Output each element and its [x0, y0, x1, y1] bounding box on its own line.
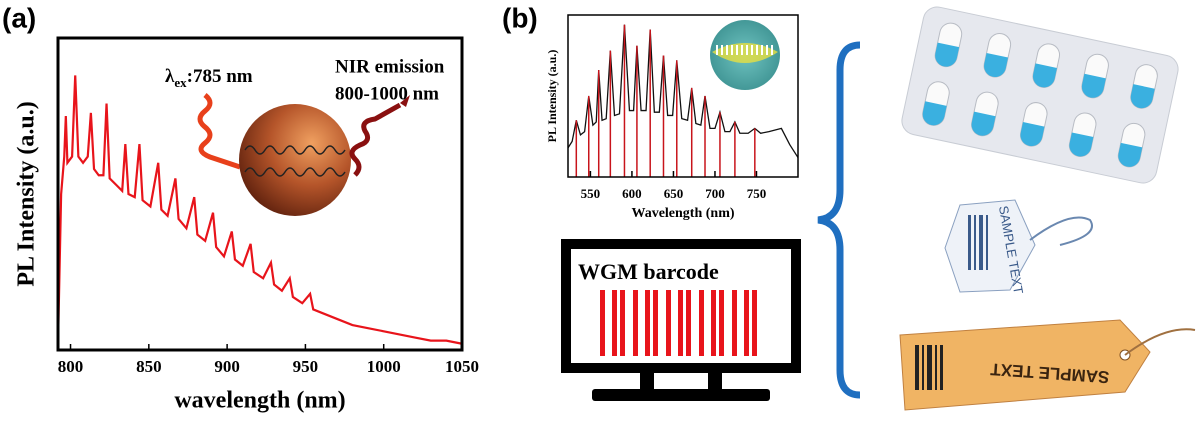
y-axis-label: PL Intensity (a.u.) — [14, 101, 40, 286]
excitation-text: :785 nm — [187, 66, 253, 87]
barcode-bar — [612, 290, 617, 356]
barcode-bar — [744, 290, 749, 356]
pill-blister — [901, 6, 1179, 184]
pill-half — [1069, 132, 1094, 157]
panel-label: (b) — [502, 2, 538, 33]
panel-label: (a) — [2, 2, 36, 33]
x-tick-label: 750 — [747, 186, 767, 201]
brace — [817, 41, 861, 399]
barcode-bar — [711, 290, 716, 356]
spectrum-line — [56, 75, 463, 345]
monitor-label: WGM barcode — [578, 259, 719, 284]
pill-half — [984, 52, 1009, 77]
barcode-bar — [666, 290, 671, 356]
x-axis-label: Wavelength (nm) — [631, 206, 734, 221]
y-axis-label: PL Intensity (a.u.) — [545, 50, 559, 143]
barcode-bar — [620, 290, 625, 356]
inset-illustration — [710, 20, 780, 90]
pill-half — [971, 111, 996, 136]
x-tick-label: 700 — [705, 186, 725, 201]
pill-half — [1032, 63, 1057, 88]
barcode-bar — [752, 290, 757, 356]
pill-half — [1130, 84, 1155, 109]
barcode-bar — [633, 290, 638, 356]
barcode-bar — [653, 290, 658, 356]
barcode-bar — [719, 290, 724, 356]
plot-frame — [567, 14, 799, 178]
barcode-bar — [678, 290, 683, 356]
monitor — [561, 239, 801, 401]
hex-tag — [944, 199, 1093, 293]
subscript: ex — [174, 75, 187, 90]
barcode-bar — [699, 290, 704, 356]
emission-range: 800-1000 nm — [335, 83, 439, 104]
x-tick-label: 850 — [136, 357, 162, 376]
x-tick-label: 1050 — [445, 357, 479, 376]
x-tick-label: 900 — [214, 357, 240, 376]
barcode-bar — [600, 290, 605, 356]
x-tick-label: 1000 — [367, 357, 401, 376]
pill-half — [1118, 142, 1143, 167]
plot-frame — [56, 36, 464, 352]
barcode-bar — [645, 290, 650, 356]
x-tick-label: 950 — [293, 357, 319, 376]
x-tick-label: 600 — [622, 186, 642, 201]
x-tick-label: 800 — [58, 357, 84, 376]
excitation-label: λex:785 nm — [165, 66, 253, 90]
lambda: λ — [165, 66, 175, 87]
x-tick-label: 550 — [581, 186, 601, 201]
pill-half — [1020, 122, 1045, 147]
barcode-bar — [732, 290, 737, 356]
emission-label: NIR emission — [335, 56, 445, 77]
x-axis-label: wavelength (nm) — [174, 388, 345, 414]
microsphere-illustration — [197, 93, 410, 216]
pill-half — [1081, 73, 1106, 98]
paper-tag — [899, 319, 1196, 411]
barcode-bar — [686, 290, 691, 356]
x-tick-label: 650 — [664, 186, 684, 201]
pill-half — [935, 42, 960, 67]
pill-half — [922, 101, 947, 126]
